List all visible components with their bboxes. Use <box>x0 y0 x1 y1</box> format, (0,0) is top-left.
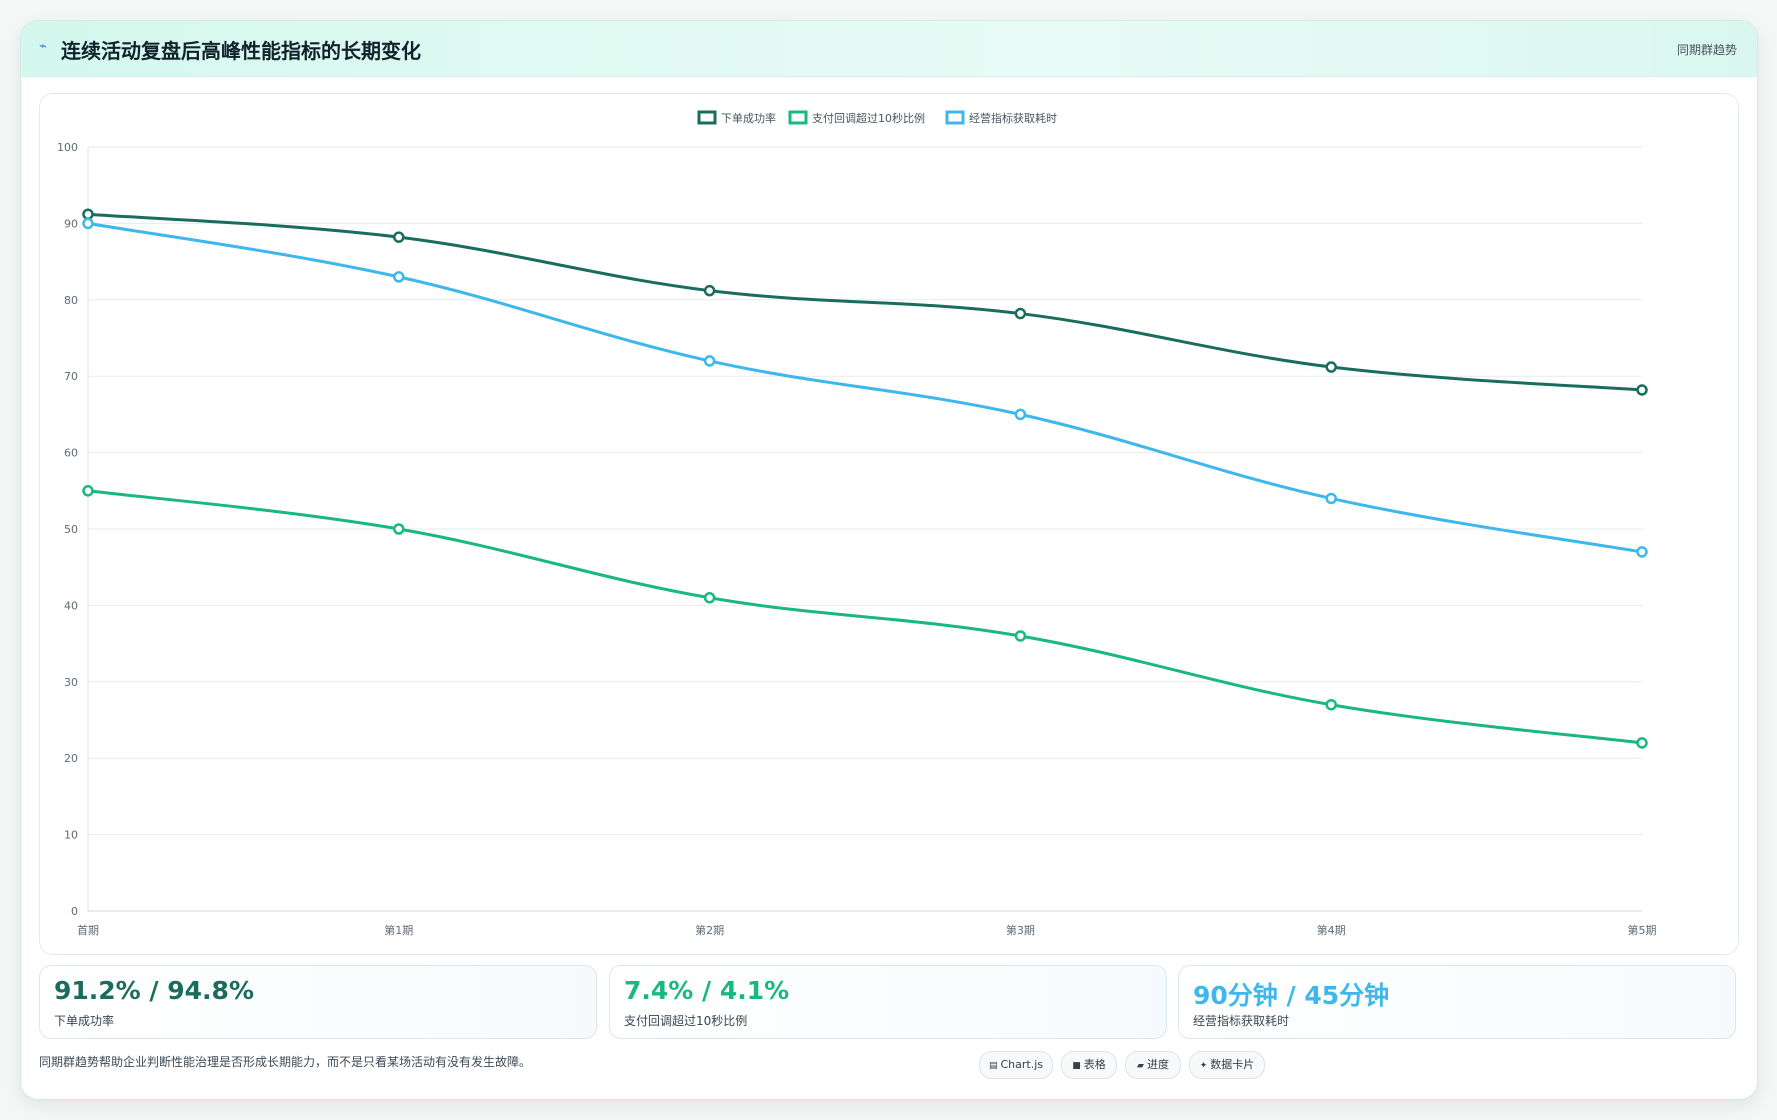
series-line-2 <box>86 489 1644 745</box>
stat-value: 7.4% / 4.1% <box>624 976 790 1005</box>
data-point-1 <box>1636 384 1648 396</box>
tag-table[interactable]: ■ 表格 <box>1061 1051 1117 1079</box>
x-tick-label: 第4期 <box>1317 923 1346 937</box>
data-point-3 <box>1325 492 1337 505</box>
tag-progress[interactable]: ▰ 进度 <box>1125 1051 1181 1079</box>
stat-label: 支付回调超过10秒比例 <box>624 1014 748 1028</box>
x-tick-label: 第5期 <box>1628 923 1657 937</box>
data-point-2 <box>703 592 716 604</box>
y-tick-label: 60 <box>64 447 78 460</box>
data-point-1 <box>1325 361 1337 373</box>
y-tick-label: 10 <box>64 829 78 842</box>
tag-label: 数据卡片 <box>1210 1058 1255 1071</box>
data-point-2 <box>1636 737 1648 749</box>
data-point-1 <box>82 208 94 220</box>
stat-label: 下单成功率 <box>54 1014 115 1028</box>
data-point-3 <box>393 271 405 283</box>
footer-note: 同期群趋势帮助企业判断性能治理是否形成长期能力，而不是只看某场活动有没有发生故障… <box>39 1055 532 1069</box>
data-point-1 <box>703 284 716 297</box>
x-tick-label: 第3期 <box>1006 923 1035 937</box>
x-tick-label: 第2期 <box>695 923 724 937</box>
y-tick-label: 80 <box>64 294 78 307</box>
tag-label: 表格 <box>1083 1058 1106 1071</box>
stat-label: 经营指标获取耗时 <box>1193 1014 1290 1028</box>
y-tick-label: 100 <box>57 141 78 154</box>
progress-icon: ▰ <box>1137 1061 1144 1071</box>
data-point-3 <box>82 217 94 230</box>
legend-swatch-3 <box>945 110 965 125</box>
stat-value: 91.2% / 94.8% <box>54 976 254 1005</box>
tag-label: 进度 <box>1146 1058 1169 1071</box>
legend-swatch-2 <box>788 110 808 125</box>
data-point-2 <box>393 523 405 535</box>
y-tick-label: 40 <box>64 599 78 612</box>
tag-chartjs[interactable]: ▤ Chart.js <box>979 1051 1053 1079</box>
data-point-1 <box>393 231 405 243</box>
y-tick-label: 90 <box>64 217 78 230</box>
trend-line-icon: ⌁ <box>39 39 47 54</box>
data-point-2 <box>1325 698 1337 711</box>
stat-card-order-success: 91.2% / 94.8% 下单成功率 <box>39 965 597 1039</box>
data-point-2 <box>82 485 94 497</box>
cohort-trend-label: 同期群趋势 <box>1676 43 1737 57</box>
y-tick-label: 70 <box>64 370 78 383</box>
data-point-3 <box>1636 546 1648 558</box>
stat-card-payment-callback: 7.4% / 4.1% 支付回调超过10秒比例 <box>609 965 1167 1039</box>
table-icon: ■ <box>1072 1061 1081 1071</box>
chart-card: ⌁ 连续活动复盘后高峰性能指标的长期变化 同期群趋势 0 10 20 30 40 50 60… <box>20 20 1758 1100</box>
legend-label-2: 支付回调超过10秒比例 <box>812 111 925 125</box>
y-tick-label: 50 <box>64 523 78 536</box>
data-point-3 <box>1014 408 1027 421</box>
sparkle-icon: ✦ <box>1199 1061 1208 1071</box>
stat-cards: 91.2% / 94.8% 下单成功率 7.4% / 4.1% 支付回调超过10… <box>39 965 1739 1039</box>
x-tick-label: 首期 <box>77 923 99 937</box>
y-tick-label: 30 <box>64 676 78 689</box>
chart-icon: ▤ <box>988 1061 998 1071</box>
stat-value: 90分钟 / 45分钟 <box>1193 981 1390 1010</box>
legend-swatch-1 <box>697 110 717 125</box>
legend-label-3: 经营指标获取耗时 <box>969 111 1057 125</box>
card-header: ⌁ 连续活动复盘后高峰性能指标的长期变化 同期群趋势 <box>21 21 1757 77</box>
y-tick-label: 20 <box>64 752 78 765</box>
legend-label-1: 下单成功率 <box>721 111 776 125</box>
tag-data-card[interactable]: ✦ 数据卡片 <box>1189 1051 1265 1079</box>
data-point-2 <box>1014 630 1027 642</box>
y-tick-label: 0 <box>71 905 78 918</box>
series-line-1 <box>86 212 1644 392</box>
chart-title: 连续活动复盘后高峰性能指标的长期变化 <box>61 39 421 63</box>
x-tick-label: 第1期 <box>384 923 413 937</box>
tag-label: Chart.js <box>1000 1058 1044 1071</box>
line-chart: 0 10 20 30 40 50 60 70 80 90 100 首期 第1期 第2期 第3期 第4期 第5期 下… <box>57 110 1657 937</box>
stat-card-metric-fetch-time: 90分钟 / 45分钟 经营指标获取耗时 <box>1178 965 1736 1039</box>
series-line-3 <box>86 221 1644 554</box>
chart-panel: 0 10 20 30 40 50 60 70 80 90 100 首期 第1期 第2期 第3期 第4期 第5期 下… <box>39 93 1739 955</box>
data-point-1 <box>1014 307 1027 320</box>
data-point-3 <box>703 355 716 367</box>
